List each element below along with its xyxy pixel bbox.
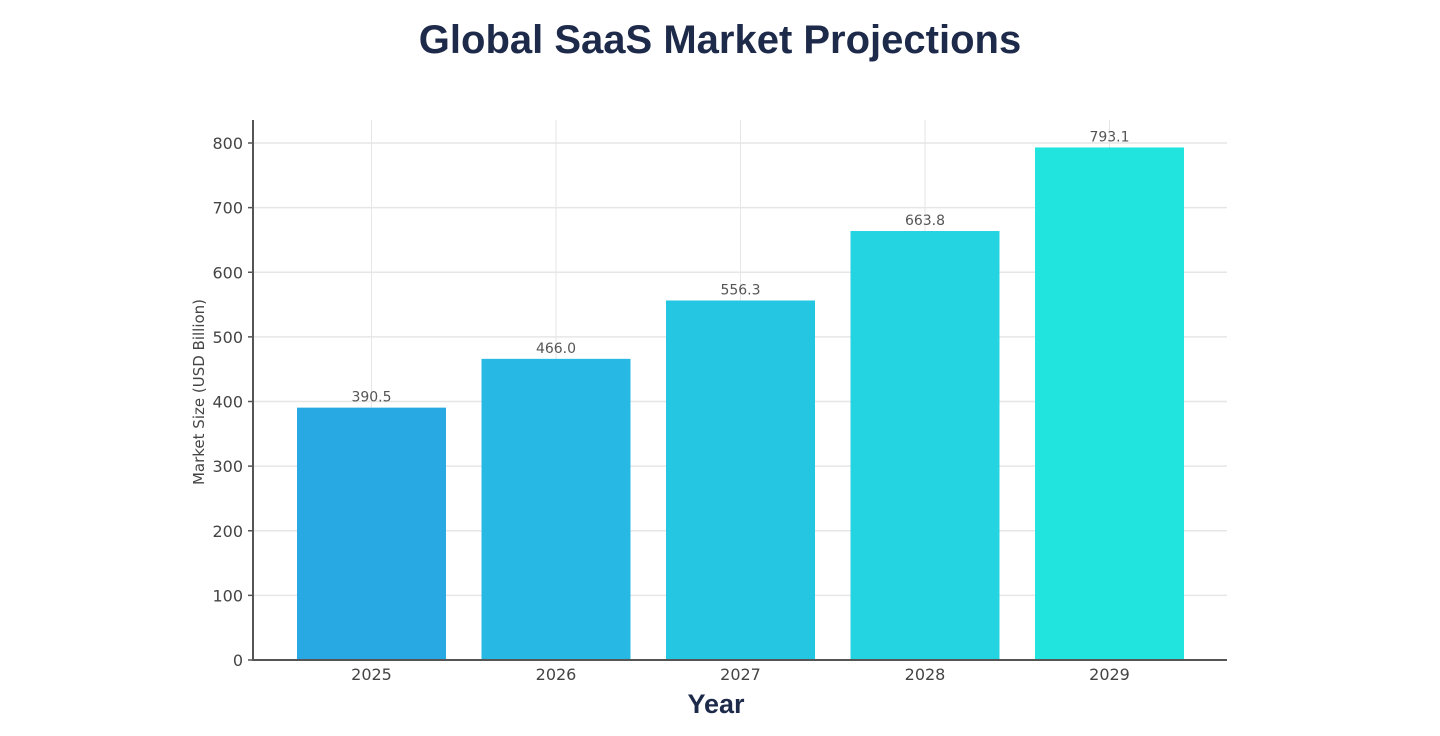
y-tick-label: 400 — [212, 393, 243, 412]
y-axis-label: Market Size (USD Billion) — [190, 299, 208, 485]
bar-2029 — [1035, 147, 1184, 661]
bars: 390.5 466.0 556.3 663.8 793.1 — [297, 129, 1184, 661]
x-tick-label: 2026 — [536, 665, 577, 684]
x-tick-label: 2025 — [351, 665, 392, 684]
data-label: 793.1 — [1089, 129, 1129, 145]
bar-2027 — [666, 300, 815, 660]
bar-2025 — [297, 407, 446, 660]
axes: 0 100 200 300 400 500 600 700 800 2025 2026 2027 202… — [212, 120, 1227, 684]
y-tick-label: 200 — [212, 522, 243, 541]
data-label: 390.5 — [351, 390, 391, 406]
y-tick-label: 500 — [212, 328, 243, 347]
data-label: 466.0 — [536, 341, 576, 357]
y-tick-label: 300 — [212, 457, 243, 476]
x-tick-label: 2027 — [720, 665, 761, 684]
y-tick-label: 800 — [212, 134, 243, 153]
bar-2028 — [850, 231, 1000, 660]
y-tick-label: 100 — [212, 586, 243, 605]
x-tick-label: 2028 — [905, 665, 946, 684]
y-tick-label: 700 — [212, 199, 243, 218]
y-tick-label: 600 — [212, 263, 243, 282]
data-label: 663.8 — [905, 213, 945, 229]
bar-2026 — [481, 358, 631, 660]
data-label: 556.3 — [720, 282, 760, 298]
x-axis-label: Year — [687, 689, 745, 719]
chart-title: Global SaaS Market Projections — [418, 18, 1022, 62]
y-tick-label: 0 — [233, 651, 243, 670]
x-tick-label: 2029 — [1089, 665, 1130, 684]
